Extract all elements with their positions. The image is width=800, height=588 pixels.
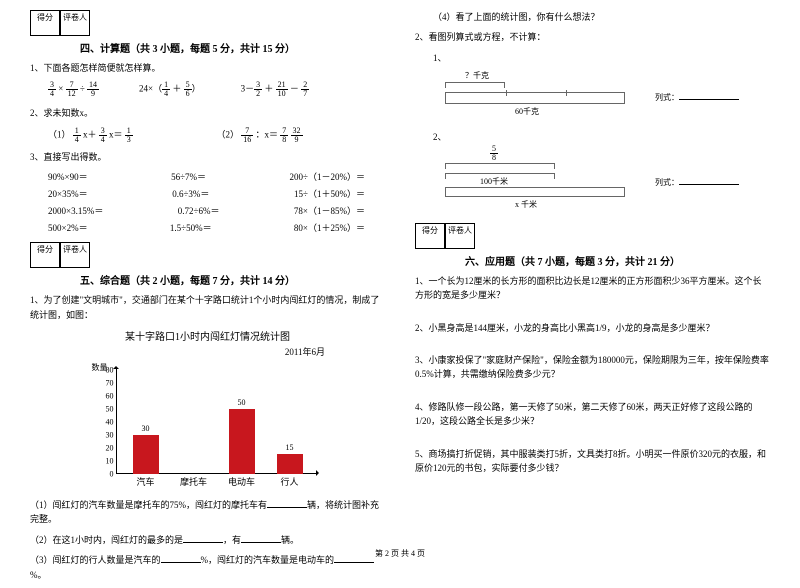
expr: （1） 14 x＋ 34 x＝ 13: [48, 127, 217, 144]
q4-1-items: 34 × 712 ÷ 149 24×（14 ＋ 56） 3－32 ＋ 2110 …: [48, 81, 385, 98]
expr: 34 × 712 ÷ 149: [48, 81, 99, 98]
brace: [445, 82, 505, 88]
diagram1: ？千克 60千克 列式：: [445, 72, 770, 122]
grader-cell: 评卷人: [60, 10, 90, 36]
score-cell: 得分: [30, 10, 60, 36]
sub-question: （2）在这1小时内，闯红灯的最多的是，有辆。: [30, 533, 385, 547]
y-axis: [116, 367, 117, 474]
q5-1d: （4）看了上面的统计图，你有什么想法？: [433, 10, 770, 24]
grader-cell: 评卷人: [445, 223, 475, 249]
calc-row: 2000×3.15%＝ 0.72÷6%＝ 78×（1－85%）＝: [48, 204, 365, 217]
y-tick-label: 80: [96, 365, 114, 374]
expr: 3－32 ＋ 2110 － 27: [241, 81, 310, 98]
calc-item: 56÷7%＝: [171, 170, 206, 183]
brace: [445, 98, 625, 104]
formula-text: 列式：: [655, 178, 679, 187]
q4-3: 3、直接写出得数。: [30, 150, 385, 164]
y-tick-label: 70: [96, 378, 114, 387]
chart-title: 某十字路口1小时内闯红灯情况统计图: [30, 328, 385, 343]
calc-item: 1.5÷50%＝: [170, 221, 212, 234]
brace: [445, 191, 625, 197]
calc-item: 0.72÷6%＝: [178, 204, 220, 217]
chart-date: 2011年6月: [30, 345, 325, 358]
expr: （2） 716 ：x＝ 78 329: [217, 127, 386, 144]
calc-item: 78×（1－85%）＝: [294, 204, 365, 217]
page-footer: 第 2 页 共 4 页: [0, 548, 800, 559]
application-question: 1、一个长为12厘米的长方形的面积比边长是12厘米的正方形面积少36平方厘米。这…: [415, 274, 770, 303]
y-tick-label: 60: [96, 391, 114, 400]
bar-chart: 数量 0102030405060708030汽车摩托车50电动车15行人: [88, 362, 328, 492]
application-question: 3、小康家投保了"家庭财产保险"，保险金额为180000元，保险期限为三年，按年…: [415, 353, 770, 382]
x-category-label: 电动车: [227, 475, 257, 488]
bottom-label: x 千米: [515, 199, 537, 210]
score-cell: 得分: [30, 242, 60, 268]
q5-2: 2、看图列算式或方程，不计算：: [415, 30, 770, 44]
calc-item: 200÷（1－20%）＝: [290, 170, 365, 183]
diagram1-label: 1、: [433, 51, 770, 64]
expr: 24×（14 ＋ 56）: [139, 81, 201, 98]
bar: [229, 409, 255, 474]
x-category-label: 行人: [275, 475, 305, 488]
label: （1）: [48, 129, 71, 139]
calc-item: 500×2%＝: [48, 221, 88, 234]
y-tick-label: 20: [96, 443, 114, 452]
calc-item: 0.6÷3%＝: [172, 187, 209, 200]
y-tick-label: 40: [96, 417, 114, 426]
grader-cell: 评卷人: [60, 242, 90, 268]
top-label: ？千克: [465, 70, 489, 81]
formula-text: 列式：: [655, 93, 679, 102]
bar: [133, 435, 159, 474]
diagram2: 58 100千米 x 千米 列式：: [445, 151, 770, 211]
calc-item: 90%×90＝: [48, 170, 88, 183]
q5-1: 1、为了创建"文明城市"，交通部门在某个十字路口统计1个小时内闯红灯的情况，制成…: [30, 293, 385, 322]
section5-title: 五、综合题（共 2 小题，每题 7 分，共计 14 分）: [80, 272, 385, 287]
score-box: 得分 评卷人: [415, 223, 770, 249]
section4-title: 四、计算题（共 3 小题，每题 5 分，共计 15 分）: [80, 40, 385, 55]
bar-value-label: 30: [131, 424, 161, 433]
q4-2-items: （1） 14 x＋ 34 x＝ 13 （2） 716 ：x＝ 78 329: [48, 127, 385, 144]
y-tick-label: 50: [96, 404, 114, 413]
diagram2-label: 2、: [433, 130, 770, 143]
sub-question: （1）闯红灯的汽车数量是摩托车的75%，闯红灯的摩托车有辆，将统计图补充完整。: [30, 498, 385, 527]
calc-row: 500×2%＝ 1.5÷50%＝ 80×（1＋25%）＝: [48, 221, 365, 234]
formula-label: 列式：: [655, 175, 739, 188]
bottom-label: 60千克: [515, 106, 539, 117]
x-category-label: 汽车: [131, 475, 161, 488]
q4-2: 2、求未知数x。: [30, 106, 385, 120]
calc-row: 90%×90＝ 56÷7%＝ 200÷（1－20%）＝: [48, 170, 365, 183]
score-box: 得分 评卷人: [30, 10, 385, 36]
frac-label: 58: [490, 145, 498, 162]
calc-item: 80×（1＋25%）＝: [294, 221, 365, 234]
mid-label: 100千米: [480, 176, 508, 187]
application-question: 4、修路队修一段公路，第一天修了50米，第二天修了60米，两天正好修了这段公路的…: [415, 400, 770, 429]
score-box: 得分 评卷人: [30, 242, 385, 268]
bar-value-label: 50: [227, 398, 257, 407]
application-question: 5、商场搞打折促销，其中服装类打5折，文具类打8折。小明买一件原价320元的衣服…: [415, 447, 770, 476]
brace: [445, 163, 555, 169]
y-tick-label: 0: [96, 469, 114, 478]
section6-questions: 1、一个长为12厘米的长方形的面积比边长是12厘米的正方形面积少36平方厘米。这…: [415, 274, 770, 476]
frac-d: 8: [490, 154, 498, 162]
y-tick-label: 30: [96, 430, 114, 439]
application-question: 2、小黑身高是144厘米，小龙的身高比小黑高1/9，小龙的身高是多少厘米？: [415, 321, 770, 335]
bar: [277, 454, 303, 474]
y-tick-label: 10: [96, 456, 114, 465]
x-category-label: 摩托车: [179, 475, 209, 488]
calc-row: 20×35%＝ 0.6÷3%＝ 15÷（1＋50%）＝: [48, 187, 365, 200]
q4-1: 1、下面各题怎样简便就怎样算。: [30, 61, 385, 75]
left-column: 得分 评卷人 四、计算题（共 3 小题，每题 5 分，共计 15 分） 1、下面…: [30, 10, 385, 588]
right-column: （4）看了上面的统计图，你有什么想法？ 2、看图列算式或方程，不计算： 1、 ？…: [415, 10, 770, 588]
section6-title: 六、应用题（共 7 小题，每题 3 分，共计 21 分）: [465, 253, 770, 268]
label: （2）: [217, 129, 240, 139]
calc-item: 20×35%＝: [48, 187, 88, 200]
calc-item: 2000×3.15%＝: [48, 204, 103, 217]
q5-1-sub: （1）闯红灯的汽车数量是摩托车的75%，闯红灯的摩托车有辆，将统计图补充完整。 （…: [30, 498, 385, 582]
calc-item: 15÷（1＋50%）＝: [294, 187, 365, 200]
score-cell: 得分: [415, 223, 445, 249]
q4-3-grid: 90%×90＝ 56÷7%＝ 200÷（1－20%）＝ 20×35%＝ 0.6÷3%＝ 1…: [30, 170, 385, 234]
bar-value-label: 15: [275, 443, 305, 452]
formula-label: 列式：: [655, 90, 739, 103]
